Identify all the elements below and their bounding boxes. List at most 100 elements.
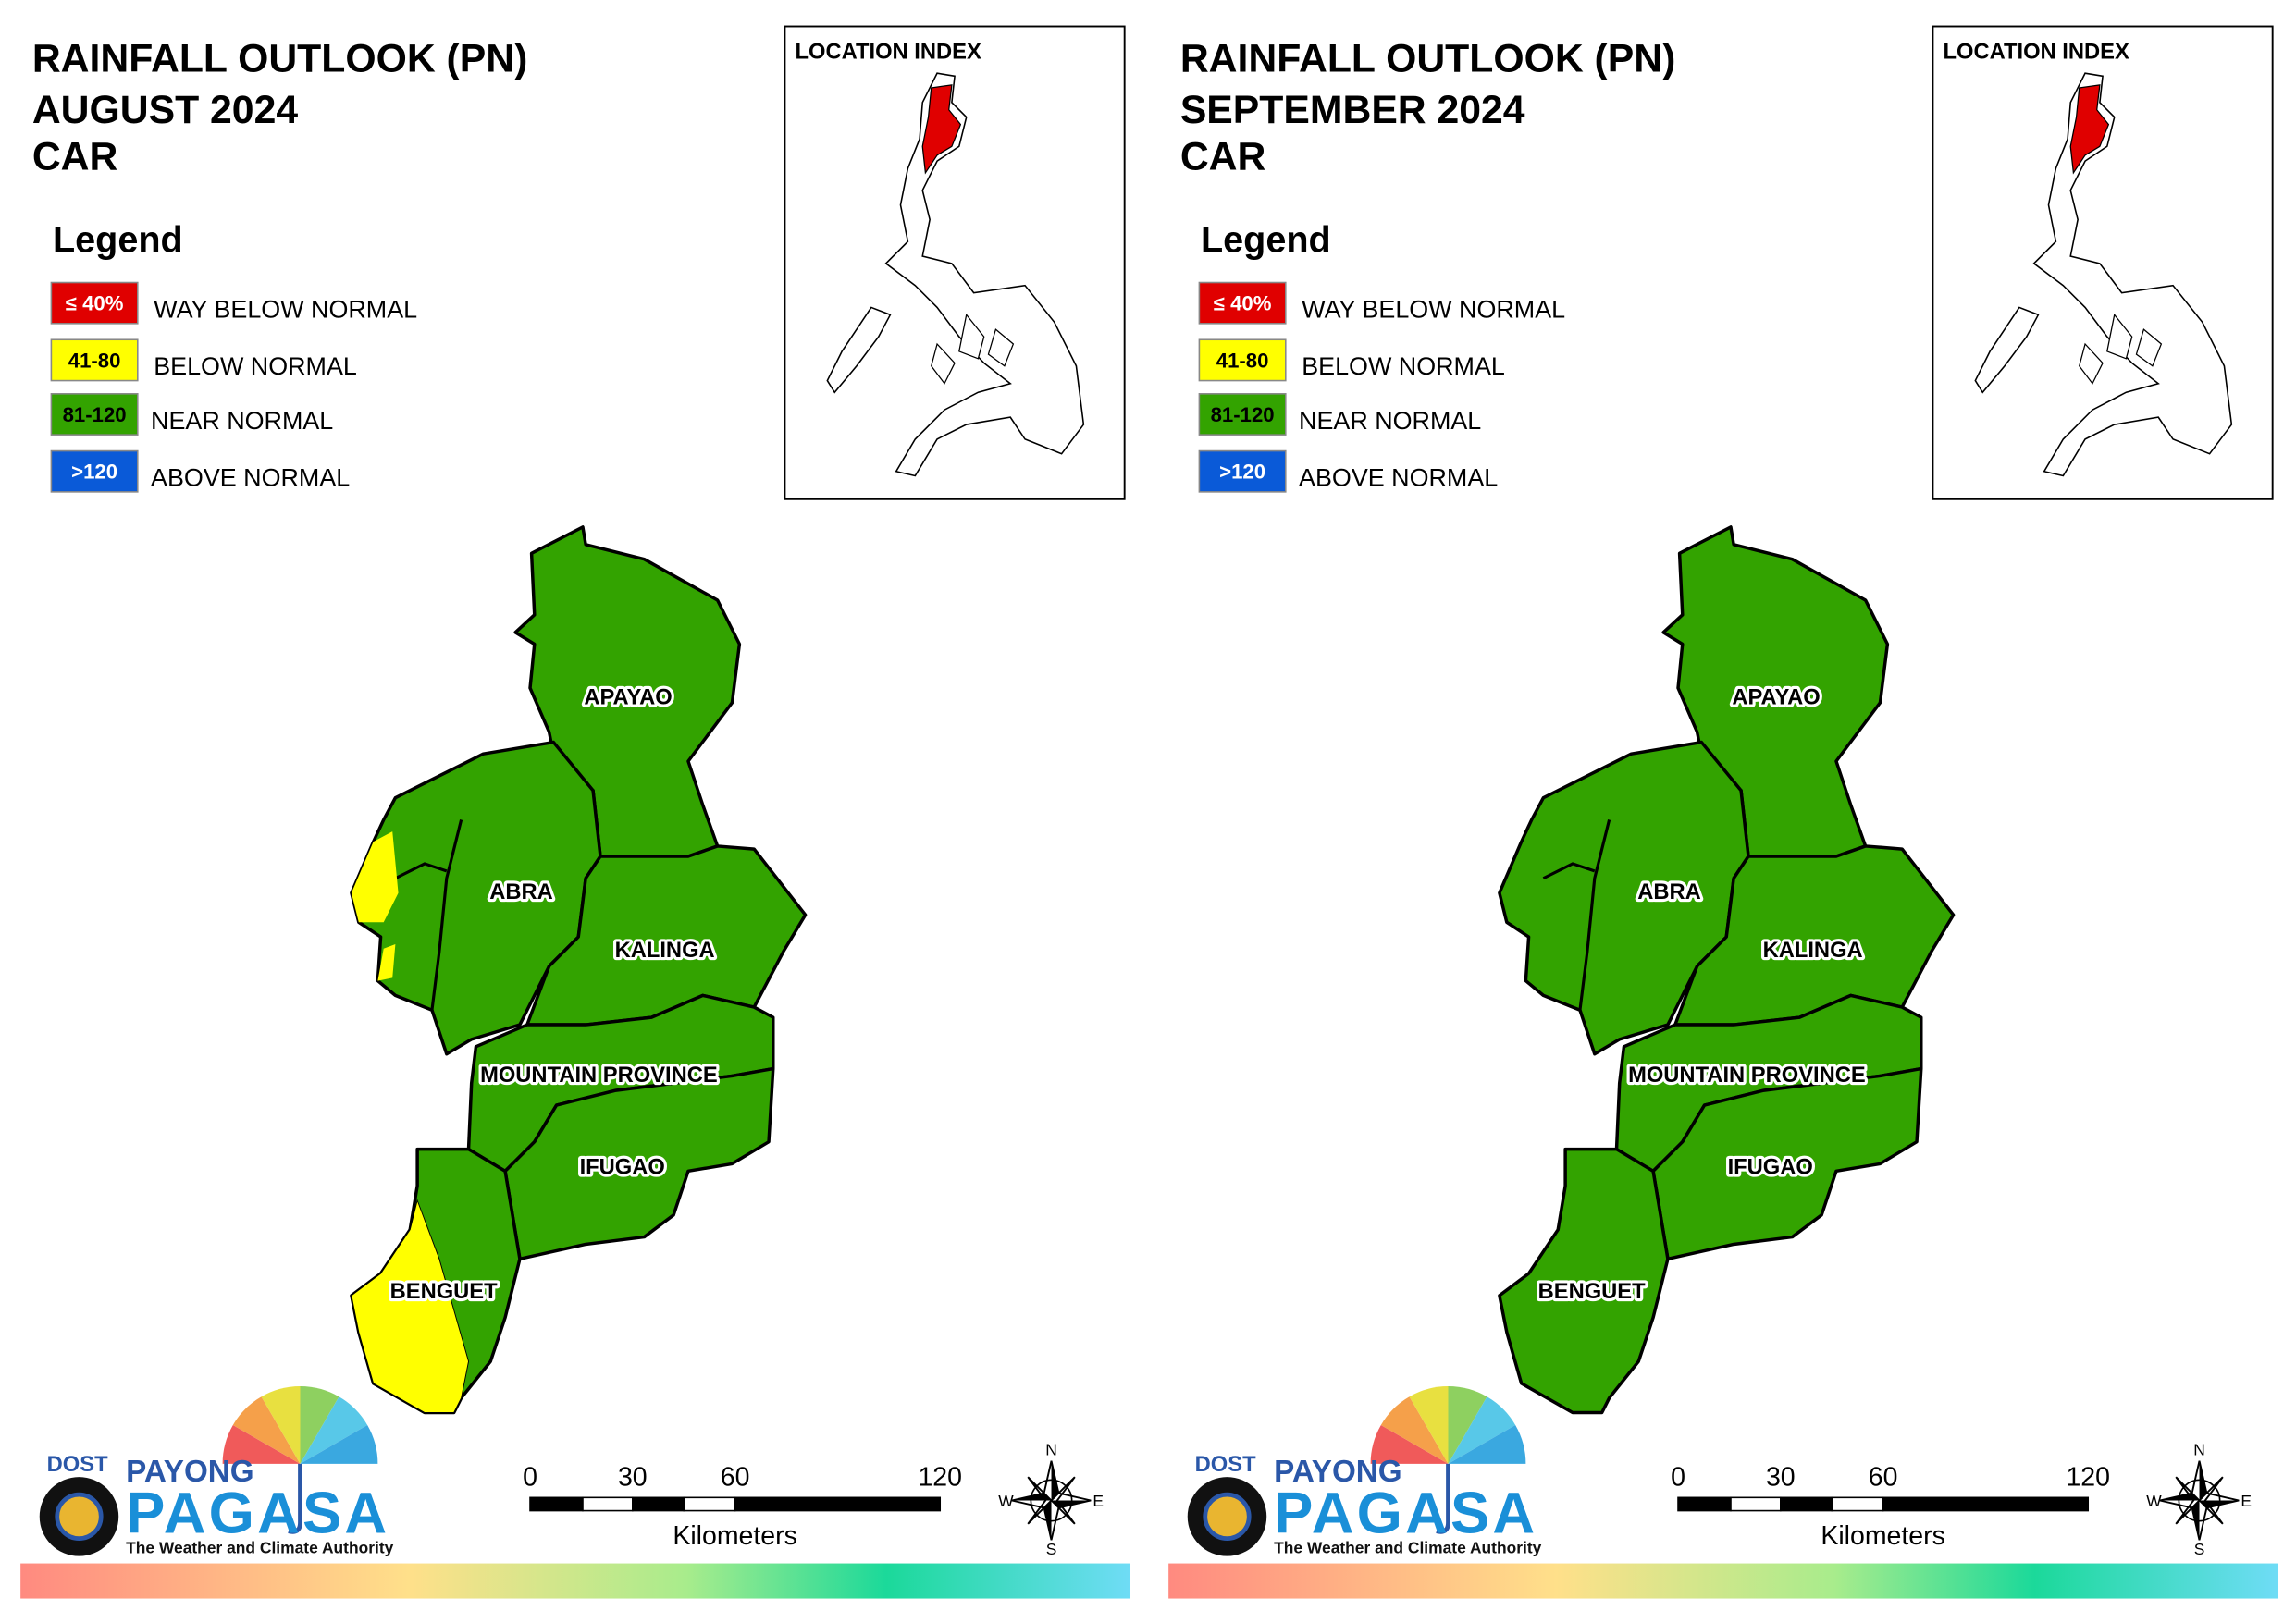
umbrella-panel xyxy=(232,1396,301,1464)
legend-title: Legend xyxy=(1201,219,1331,260)
legend-swatch xyxy=(1198,281,1287,325)
province-label: BENGUET xyxy=(1538,1280,1647,1304)
compass-letter: N xyxy=(1045,1440,1057,1458)
legend-swatch xyxy=(50,393,139,436)
compass-letter: W xyxy=(2146,1492,2162,1510)
umbrella-panel xyxy=(300,1386,339,1464)
compass-shade xyxy=(2159,1460,2240,1541)
seal-inner xyxy=(55,1492,104,1542)
province-label: KALINGA xyxy=(615,939,715,963)
logo-program: PAYONG xyxy=(126,1455,254,1489)
legend-swatch xyxy=(1198,449,1287,493)
scale-tick-label: 60 xyxy=(721,1463,750,1493)
compass-letter: E xyxy=(1092,1492,1104,1510)
province-label: MOUNTAIN PROVINCE xyxy=(1628,1064,1866,1088)
legend-swatch xyxy=(50,281,139,325)
scale-tick-label: 0 xyxy=(523,1463,537,1493)
title-line: RAINFALL OUTLOOK (PN) xyxy=(1180,37,1676,81)
province-label: MOUNTAIN PROVINCE xyxy=(480,1064,718,1088)
logo-agency: DOST xyxy=(1195,1453,1256,1477)
compass-letter: W xyxy=(998,1492,1014,1510)
scale-tick-label: 120 xyxy=(918,1463,962,1493)
umbrella-panel xyxy=(1448,1386,1487,1464)
province-label: ABRA xyxy=(489,880,553,904)
province-label: IFUGAO xyxy=(580,1156,665,1180)
scale-unit: Kilometers xyxy=(673,1521,797,1551)
scale-segment xyxy=(683,1496,736,1512)
province-label: APAYAO xyxy=(584,685,672,709)
scale-segment xyxy=(1831,1496,1884,1512)
legend-swatch xyxy=(1198,393,1287,436)
scale-segment xyxy=(529,1496,584,1512)
compass-rose xyxy=(1011,1460,1092,1541)
umbrella-panel xyxy=(1370,1424,1449,1464)
below-normal-area xyxy=(351,831,399,981)
umbrella-panel xyxy=(300,1396,368,1464)
legend-swatch xyxy=(1198,338,1287,382)
legend-label: NEAR NORMAL xyxy=(151,407,333,435)
scale-tick-label: 60 xyxy=(1869,1463,1898,1493)
scale-tick-label: 120 xyxy=(2066,1463,2110,1493)
province-label: BENGUET xyxy=(390,1280,499,1304)
legend-label: BELOW NORMAL xyxy=(154,352,357,380)
logo-agency: DOST xyxy=(47,1453,108,1477)
umbrella-panel xyxy=(222,1424,301,1464)
scale-segment xyxy=(1780,1496,1833,1512)
logo-tagline: The Weather and Climate Authority xyxy=(126,1538,393,1556)
umbrella-panel xyxy=(300,1424,378,1464)
legend-label: ABOVE NORMAL xyxy=(1299,464,1498,492)
umbrella-handle xyxy=(288,1463,302,1534)
umbrella-handle xyxy=(1436,1463,1450,1534)
legend-title: Legend xyxy=(53,219,183,260)
compass-letter: S xyxy=(2194,1540,2205,1558)
below-normal-area xyxy=(351,1199,470,1413)
umbrella-panel xyxy=(1409,1386,1449,1464)
legend-label: WAY BELOW NORMAL xyxy=(154,296,417,324)
legend-label: ABOVE NORMAL xyxy=(151,464,350,492)
scale-segment xyxy=(1882,1496,2090,1512)
title-line: CAR xyxy=(32,135,118,179)
umbrella-panel xyxy=(1380,1396,1449,1464)
scale-tick-label: 30 xyxy=(618,1463,648,1493)
color-band xyxy=(1168,1563,2279,1599)
seal-inner xyxy=(1203,1492,1252,1542)
legend-range: ≤ 40% xyxy=(1214,292,1272,315)
scale-tick-label: 0 xyxy=(1671,1463,1685,1493)
province-label: KALINGA xyxy=(1763,939,1863,963)
scale-segment xyxy=(1730,1496,1782,1512)
title-line: RAINFALL OUTLOOK (PN) xyxy=(32,37,528,81)
legend-range: 41-80 xyxy=(68,349,121,372)
legend-label: BELOW NORMAL xyxy=(1302,352,1505,380)
umbrella-panel xyxy=(1448,1424,1526,1464)
title-line: AUGUST 2024 xyxy=(32,88,299,132)
scale-segment xyxy=(582,1496,634,1512)
compass-shade xyxy=(1011,1460,1092,1541)
logo-name: PAGASA xyxy=(126,1481,389,1545)
logo-program: PAYONG xyxy=(1274,1455,1402,1489)
location-index-title: LOCATION INDEX xyxy=(796,40,981,64)
legend-range: 81-120 xyxy=(63,403,127,426)
province-label: ABRA xyxy=(1637,880,1701,904)
legend-range: 41-80 xyxy=(1216,349,1269,372)
scale-segment xyxy=(1677,1496,1732,1512)
location-index-title: LOCATION INDEX xyxy=(1944,40,2129,64)
logo-name: PAGASA xyxy=(1274,1481,1537,1545)
legend-range: 81-120 xyxy=(1211,403,1275,426)
compass-letter: N xyxy=(2193,1440,2205,1458)
color-band xyxy=(20,1563,1131,1599)
umbrella-panel xyxy=(1448,1396,1516,1464)
scale-unit: Kilometers xyxy=(1821,1521,1945,1551)
legend-range: >120 xyxy=(71,461,117,484)
scale-tick-label: 30 xyxy=(1766,1463,1796,1493)
legend-swatch xyxy=(50,338,139,382)
scale-segment xyxy=(734,1496,942,1512)
legend-label: WAY BELOW NORMAL xyxy=(1302,296,1565,324)
province-label: APAYAO xyxy=(1732,685,1820,709)
compass-letter: E xyxy=(2240,1492,2252,1510)
umbrella-panel xyxy=(261,1386,301,1464)
logo-tagline: The Weather and Climate Authority xyxy=(1274,1538,1541,1556)
